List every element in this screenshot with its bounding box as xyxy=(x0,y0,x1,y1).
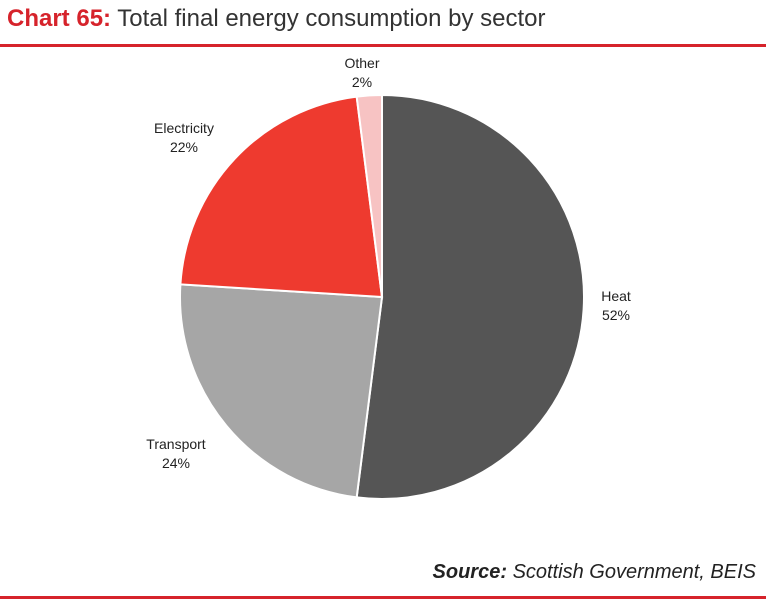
source-label: Source: xyxy=(432,561,507,583)
slice-label-other: Other xyxy=(344,55,379,71)
slice-percent-heat: 52% xyxy=(602,307,630,323)
pie-slice-transport xyxy=(179,283,384,499)
header-rule xyxy=(0,44,766,47)
footer-rule xyxy=(0,596,766,599)
slice-percent-other: 2% xyxy=(352,74,372,90)
chart-title: Total final energy consumption by sector xyxy=(117,5,546,32)
pie-chart: Heat 52% Transport 24% Electricity 22% Other 2% xyxy=(146,55,631,500)
pie-slice-electricity xyxy=(179,95,384,299)
slice-percent-transport: 24% xyxy=(162,455,190,471)
chart-header: Chart 65: Total final energy consumption… xyxy=(7,4,546,34)
slice-label-electricity: Electricity xyxy=(154,120,214,136)
source-note: Source: Scottish Government, BEIS xyxy=(433,561,756,584)
pie-slice-heat xyxy=(355,93,585,500)
source-text: Scottish Government, BEIS xyxy=(512,561,756,583)
slice-percent-electricity: 22% xyxy=(170,139,198,155)
slice-label-transport: Transport xyxy=(146,436,206,452)
chart-number: Chart 65: xyxy=(7,5,112,32)
pie-slice-other xyxy=(355,93,383,298)
slice-label-heat: Heat xyxy=(601,288,631,304)
